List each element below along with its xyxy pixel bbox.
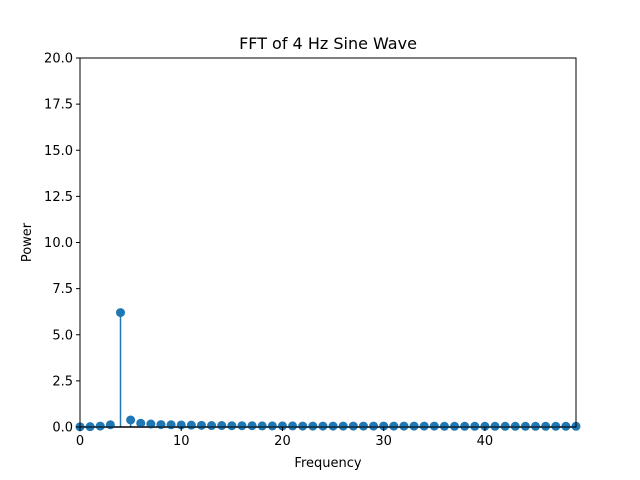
y-tick-label: 2.5 xyxy=(52,374,73,389)
chart-title: FFT of 4 Hz Sine Wave xyxy=(239,34,417,53)
axes-frame xyxy=(79,57,577,428)
x-axis-ticks: 0 10 20 30 40 xyxy=(76,427,493,449)
stem-marker xyxy=(95,421,105,431)
stem-marker xyxy=(186,420,196,430)
stem-marker xyxy=(419,421,429,431)
x-tick-label: 20 xyxy=(274,434,291,449)
stem-marker xyxy=(470,421,480,431)
stem-marker xyxy=(217,421,227,431)
stem-marker xyxy=(338,421,348,431)
x-tick-label: 40 xyxy=(477,434,494,449)
stem-marker xyxy=(358,421,368,431)
stem-series xyxy=(75,308,581,432)
x-tick-label: 30 xyxy=(375,434,392,449)
stem-marker xyxy=(136,418,146,428)
y-tick-label: 20.0 xyxy=(44,52,73,67)
stem-marker xyxy=(166,420,176,430)
y-tick-label: 0.0 xyxy=(52,421,73,436)
y-tick-label: 7.5 xyxy=(52,282,73,297)
stem-marker xyxy=(500,421,510,431)
y-tick-label: 12.5 xyxy=(44,190,73,205)
stem-marker xyxy=(551,421,561,431)
stem-marker xyxy=(318,421,328,431)
stem-marker xyxy=(348,421,358,431)
y-axis-label: Power xyxy=(20,222,35,262)
y-tick-label: 10.0 xyxy=(44,236,73,251)
stem-marker xyxy=(379,421,389,431)
stem-marker xyxy=(399,421,409,431)
y-tick-label: 15.0 xyxy=(44,144,73,159)
stem-marker xyxy=(247,421,257,431)
stem-marker xyxy=(429,421,439,431)
x-tick-label: 0 xyxy=(76,434,84,449)
stem-marker xyxy=(328,421,338,431)
stem-marker xyxy=(207,421,217,431)
stem-marker xyxy=(480,421,490,431)
stem-marker xyxy=(267,421,277,431)
stem-marker xyxy=(541,421,551,431)
stem-marker xyxy=(277,421,287,431)
stem-marker xyxy=(257,421,267,431)
y-tick-label: 17.5 xyxy=(44,98,73,113)
stem-marker xyxy=(409,421,419,431)
stem-marker xyxy=(490,421,500,431)
stem-marker xyxy=(308,421,318,431)
stem-marker xyxy=(126,415,136,425)
stem-marker xyxy=(156,420,166,430)
stem-marker xyxy=(531,421,541,431)
stem-marker xyxy=(450,421,460,431)
stem-marker xyxy=(237,421,247,431)
stem-marker xyxy=(439,421,449,431)
y-tick-label: 5.0 xyxy=(52,328,73,343)
y-axis-ticks: 0.0 2.5 5.0 7.5 10.0 12.5 15.0 17.5 20.0 xyxy=(44,52,80,436)
stem-marker xyxy=(288,421,298,431)
stem-marker xyxy=(298,421,308,431)
stem-marker xyxy=(115,308,125,318)
stem-marker xyxy=(389,421,399,431)
stem-marker xyxy=(561,421,571,431)
stem-marker xyxy=(146,419,156,429)
stem-marker xyxy=(196,420,206,430)
x-tick-label: 10 xyxy=(173,434,190,449)
stem-marker xyxy=(460,421,470,431)
stem-marker xyxy=(227,421,237,431)
stem-marker xyxy=(105,420,115,430)
x-axis-label: Frequency xyxy=(294,456,361,471)
stem-marker xyxy=(510,421,520,431)
stem-marker xyxy=(520,421,530,431)
stem-marker xyxy=(369,421,379,431)
